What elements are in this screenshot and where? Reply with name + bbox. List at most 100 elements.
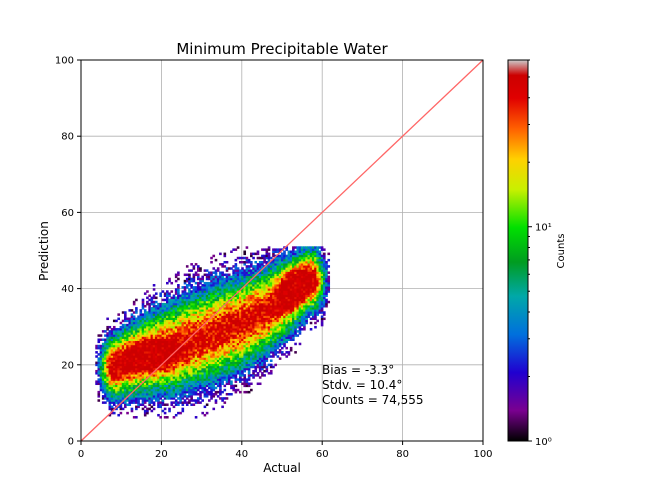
heatmap-cell	[238, 271, 242, 274]
heatmap-cell	[243, 332, 247, 335]
heatmap-cell	[272, 323, 275, 327]
heatmap-cell	[192, 342, 196, 346]
heatmap-cell	[223, 372, 227, 375]
heatmap-cell	[225, 275, 229, 279]
heatmap-cell	[234, 284, 238, 287]
heatmap-cell	[108, 351, 112, 354]
heatmap-cell	[177, 325, 180, 329]
heatmap-cell	[192, 304, 196, 308]
heatmap-cell	[238, 313, 242, 316]
heatmap-cell	[132, 315, 136, 318]
heatmap-cell	[203, 288, 207, 291]
heatmap-cell	[117, 405, 120, 409]
heatmap-cell	[221, 275, 224, 279]
heatmap-cell	[311, 284, 315, 287]
heatmap-cell	[199, 374, 202, 377]
heatmap-cell	[132, 390, 136, 394]
heatmap-cell	[300, 260, 304, 264]
heatmap-cell	[245, 346, 249, 350]
heatmap-cell	[219, 296, 222, 300]
heatmap-cell	[238, 269, 242, 272]
heatmap-cell	[274, 258, 277, 262]
heatmap-cell	[289, 267, 293, 270]
heatmap-cell	[177, 273, 180, 277]
heatmap-cell	[201, 367, 205, 371]
heatmap-cell	[154, 348, 158, 352]
heatmap-cell	[245, 260, 249, 264]
heatmap-cell	[150, 382, 154, 386]
heatmap-cell	[227, 328, 231, 331]
heatmap-cell	[170, 325, 174, 329]
heatmap-cell	[265, 351, 269, 354]
heatmap-cell	[166, 321, 169, 325]
heatmap-cell	[194, 372, 198, 375]
heatmap-cell	[245, 344, 249, 348]
heatmap-cell	[166, 307, 169, 310]
heatmap-cell	[190, 263, 193, 266]
heatmap-cell	[285, 277, 289, 281]
heatmap-cell	[234, 380, 238, 383]
heatmap-cell	[148, 309, 151, 312]
heatmap-cell	[196, 401, 200, 404]
heatmap-cell	[247, 313, 251, 316]
heatmap-cell	[294, 286, 297, 289]
heatmap-cell	[256, 372, 260, 375]
heatmap-cell	[261, 288, 264, 291]
heatmap-cell	[230, 267, 233, 270]
heatmap-cell	[314, 281, 317, 285]
heatmap-cell	[117, 378, 120, 381]
heatmap-cell	[263, 328, 266, 331]
heatmap-cell	[212, 309, 216, 312]
heatmap-cell	[234, 328, 238, 331]
heatmap-cell	[132, 367, 136, 371]
heatmap-cell	[181, 302, 185, 306]
heatmap-cell	[141, 386, 145, 390]
heatmap-cell	[185, 336, 189, 339]
heatmap-cell	[199, 365, 202, 369]
heatmap-cell	[146, 407, 149, 411]
heatmap-cell	[154, 307, 158, 310]
heatmap-cell	[216, 367, 220, 371]
heatmap-cell	[250, 290, 253, 293]
heatmap-cell	[274, 344, 277, 348]
heatmap-cell	[245, 311, 249, 314]
heatmap-cell	[126, 399, 129, 402]
heatmap-cell	[112, 334, 116, 337]
heatmap-cell	[177, 307, 180, 310]
heatmap-cell	[128, 334, 132, 337]
heatmap-cell	[137, 388, 140, 392]
heatmap-cell	[199, 286, 202, 289]
heatmap-cell	[221, 342, 224, 346]
heatmap-cell	[163, 340, 167, 344]
heatmap-cell	[250, 271, 253, 274]
heatmap-cell	[135, 307, 138, 310]
heatmap-cell	[216, 313, 220, 316]
heatmap-cell	[199, 290, 202, 293]
heatmap-cell	[205, 367, 209, 371]
heatmap-cell	[289, 279, 293, 283]
heatmap-cell	[287, 265, 291, 268]
heatmap-cell	[115, 382, 118, 386]
heatmap-cell	[212, 323, 216, 327]
heatmap-cell	[223, 378, 227, 381]
heatmap-cell	[196, 386, 200, 390]
heatmap-cell	[225, 355, 229, 358]
heatmap-cell	[300, 311, 304, 314]
heatmap-cell	[216, 267, 220, 270]
heatmap-cell	[247, 300, 251, 304]
heatmap-cell	[121, 348, 125, 352]
heatmap-cell	[261, 296, 264, 300]
heatmap-cell	[205, 298, 209, 302]
heatmap-cell	[188, 342, 191, 346]
heatmap-cell	[289, 309, 293, 312]
heatmap-cell	[250, 260, 253, 264]
heatmap-cell	[300, 273, 304, 277]
heatmap-cell	[168, 390, 171, 394]
heatmap-cell	[258, 342, 262, 346]
heatmap-cell	[203, 386, 207, 390]
heatmap-cell	[157, 346, 160, 350]
heatmap-cell	[205, 290, 209, 293]
heatmap-cell	[263, 359, 266, 362]
heatmap-cell	[314, 317, 317, 321]
heatmap-cell	[300, 258, 304, 262]
